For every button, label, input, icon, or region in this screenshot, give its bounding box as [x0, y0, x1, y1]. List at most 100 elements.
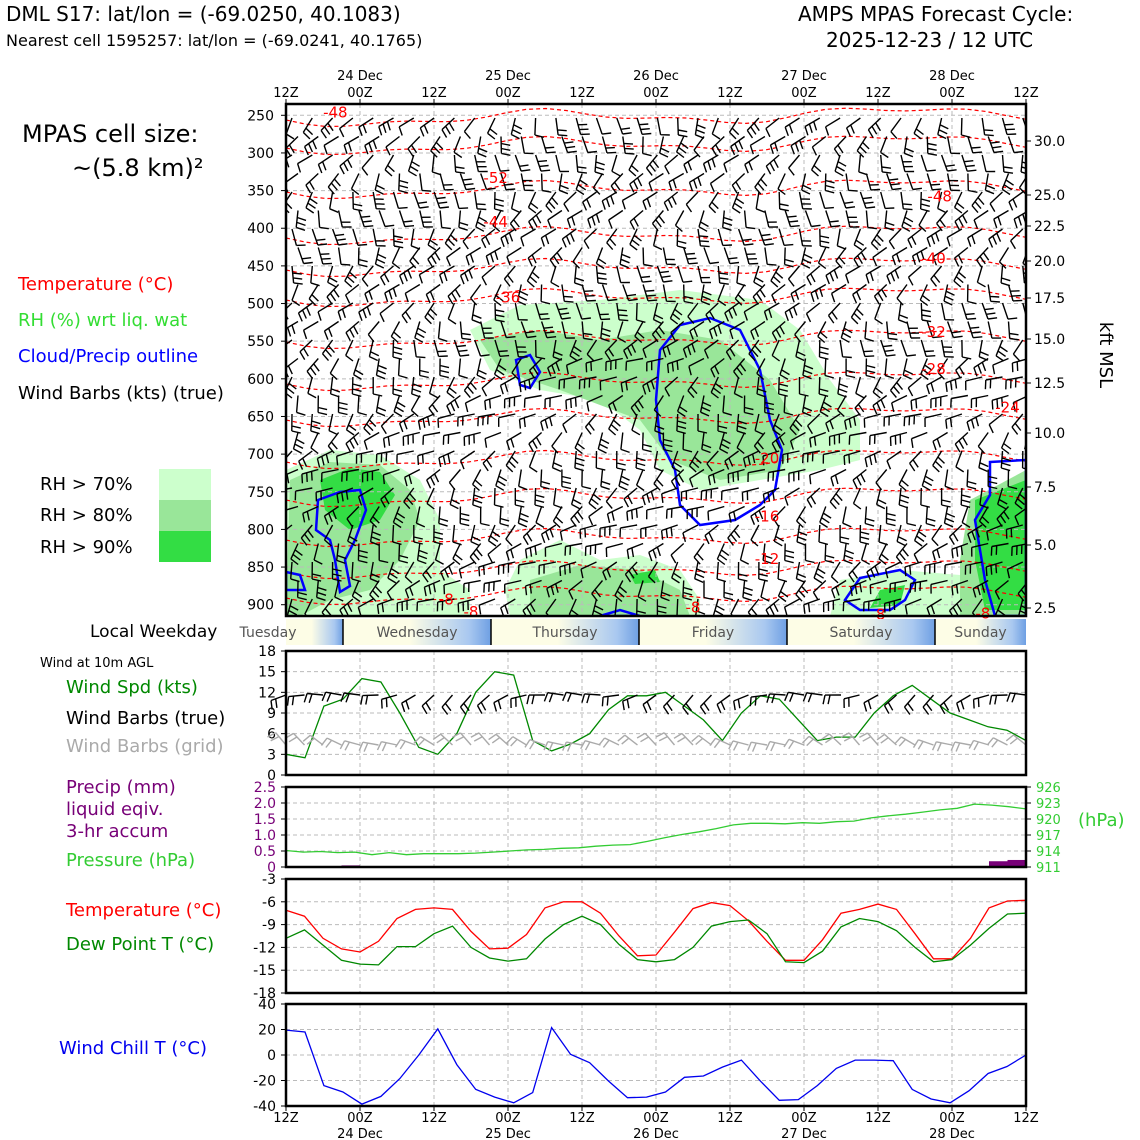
- precip-legend-line2: liquid eqiv.: [66, 799, 164, 820]
- upper-wind-barb: [427, 246, 441, 268]
- upper-wind-barb: [945, 376, 963, 392]
- dewpoint-legend: Dew Point T (°C): [66, 934, 215, 955]
- upper-wind-barb: [842, 506, 852, 528]
- upper-wind-barb: [463, 376, 477, 399]
- upper-wind-barb: [580, 561, 597, 579]
- upper-wind-barb: [321, 468, 339, 483]
- upper-wind-barb: [784, 117, 800, 137]
- upper-wind-barb: [555, 302, 571, 320]
- cloud-outline-region: [599, 608, 641, 616]
- upper-wind-barb: [697, 265, 712, 284]
- upper-wind-barb: [966, 469, 977, 490]
- upper-wind-barb: [642, 191, 658, 211]
- upper-wind-barb: [601, 284, 618, 302]
- weekday-label: Sunday: [954, 625, 1006, 641]
- surface-wind-barb-true: [989, 694, 1008, 705]
- surface-wind-barb-true: [380, 694, 398, 709]
- upper-wind-barb: [424, 302, 438, 325]
- upper-wind-barb: [701, 432, 712, 454]
- upper-wind-barb: [880, 191, 895, 210]
- upper-wind-barb: [729, 320, 745, 340]
- upper-wind-barb: [863, 598, 881, 612]
- upper-wind-barb: [848, 431, 867, 445]
- upper-wind-barb: [842, 598, 861, 612]
- upper-wind-barb: [705, 302, 719, 323]
- upper-wind-barb: [441, 117, 455, 138]
- upper-wind-barb: [415, 506, 426, 528]
- upper-wind-barb: [440, 561, 455, 581]
- upper-wind-barb: [676, 395, 688, 418]
- upper-wind-barb: [597, 432, 610, 454]
- upper-wind-barb: [329, 191, 339, 213]
- top-date-label: 28 Dec: [929, 69, 975, 84]
- upper-wind-barb: [822, 598, 841, 613]
- upper-wind-barb: [425, 283, 441, 304]
- upper-wind-barb: [812, 579, 827, 601]
- weekday-segment: [491, 619, 639, 645]
- upper-wind-barb: [710, 357, 725, 378]
- wind-chill-line: [285, 1026, 1027, 1105]
- upper-wind-barb: [802, 358, 814, 380]
- upper-wind-barb: [357, 395, 367, 416]
- cloud-outline-region: [514, 353, 542, 390]
- upper-wind-barb: [953, 265, 967, 288]
- upper-wind-barb: [913, 117, 924, 140]
- upper-wind-barb: [634, 321, 645, 344]
- upper-wind-barb: [316, 580, 327, 601]
- upper-wind-barb: [897, 302, 909, 324]
- upper-wind-barb: [932, 542, 948, 561]
- upper-wind-barb: [433, 524, 444, 545]
- upper-wind-barb: [538, 561, 557, 575]
- upper-wind-barb: [985, 561, 1003, 577]
- upper-wind-barb: [676, 598, 680, 616]
- upper-wind-barb: [303, 135, 319, 156]
- upper-wind-barb: [769, 135, 786, 155]
- upper-wind-barb: [829, 487, 843, 510]
- upper-wind-barb: [510, 117, 523, 140]
- upper-wind-barb: [948, 598, 963, 616]
- upper-wind-barb: [611, 154, 621, 177]
- upper-wind-barb: [674, 210, 685, 233]
- upper-wind-barb: [470, 524, 481, 547]
- upper-wind-barb: [737, 561, 748, 582]
- wind-chill-legend: Wind Chill T (°C): [59, 1038, 207, 1059]
- upper-wind-barb: [586, 339, 598, 362]
- upper-wind-barb: [297, 302, 313, 322]
- surface-wind-barb-true: [562, 691, 583, 702]
- surface-wind-barb-grid: [267, 732, 287, 746]
- upper-wind-barb: [783, 247, 794, 268]
- upper-wind-barb: [772, 506, 786, 527]
- upper-wind-barb: [926, 321, 942, 339]
- upper-wind-barb: [940, 488, 951, 508]
- upper-wind-barb: [961, 302, 977, 320]
- upper-wind-barb: [743, 302, 760, 321]
- upper-wind-barb: [642, 376, 658, 395]
- upper-wind-barb: [628, 154, 639, 177]
- pressure-tick-label: 926: [1036, 781, 1061, 796]
- upper-wind-barb: [623, 339, 638, 360]
- upper-wind-barb: [545, 598, 557, 616]
- surface-wind-barb-true: [903, 694, 916, 715]
- isotherm-label: -48: [323, 103, 348, 121]
- upper-wind-barb: [765, 117, 780, 138]
- upper-wind-barb: [1001, 154, 1014, 174]
- upper-wind-barb: [418, 265, 435, 284]
- y-tick-label: -6: [262, 895, 276, 911]
- upper-wind-barb: [544, 542, 563, 557]
- surface-wind-barb-true: [883, 694, 897, 714]
- upper-wind-barb: [924, 561, 942, 575]
- upper-wind-barb: [755, 191, 766, 213]
- upper-wind-barb: [827, 302, 841, 324]
- upper-wind-barb: [660, 580, 671, 602]
- upper-wind-barb: [688, 450, 702, 473]
- upper-wind-barb: [478, 598, 496, 615]
- upper-wind-barb: [357, 487, 374, 506]
- upper-wind-barb: [883, 598, 902, 613]
- upper-wind-barb: [623, 487, 638, 508]
- upper-wind-barb: [414, 321, 427, 343]
- y-tick-label: 3: [267, 747, 276, 763]
- upper-wind-barb: [398, 210, 415, 228]
- upper-wind-barb: [595, 450, 606, 471]
- upper-wind-barb: [396, 450, 414, 464]
- upper-wind-barb: [873, 283, 888, 305]
